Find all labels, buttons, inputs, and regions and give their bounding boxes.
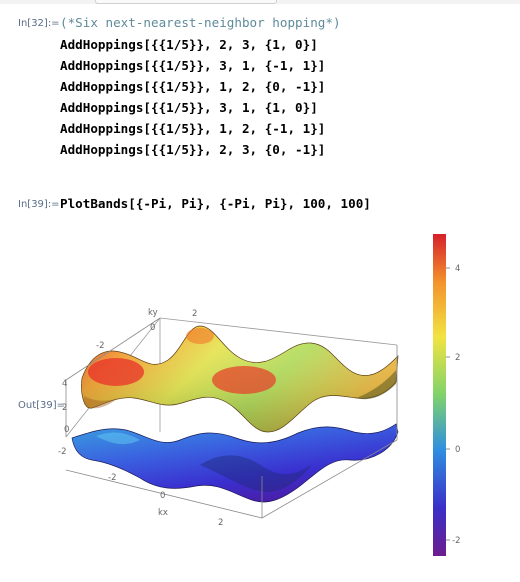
upper-band-underside: [356, 370, 396, 400]
colorbar-tick-0: 0: [455, 445, 460, 455]
kx-tick-neg2: -2: [108, 473, 116, 483]
ky-tick-0: 0: [150, 323, 155, 333]
upper-band-underside-left: [84, 396, 118, 409]
lower-band-light-patch: [96, 432, 140, 445]
upper-band-peak-back: [186, 328, 214, 344]
code-line-2: AddHoppings[{{1/5}}, 3, 1, {-1, 1}]: [60, 58, 326, 73]
ky-axis-label: ky: [148, 308, 158, 318]
window-top-strip: [0, 0, 520, 4]
colorbar-ticks: [446, 267, 450, 541]
kx-tick-0: 0: [160, 491, 165, 501]
output-cell-39[interactable]: Out[39]=: [0, 225, 520, 582]
ky-tick-neg2: -2: [96, 341, 104, 351]
code-line-3: AddHoppings[{{1/5}}, 1, 2, {0, -1}]: [60, 79, 326, 94]
code-line-5: AddHoppings[{{1/5}}, 1, 2, {-1, 1}]: [60, 121, 326, 136]
z-tick-4: 4: [62, 379, 67, 389]
cell-label-in32: In[32]:=: [18, 18, 60, 29]
code-plotbands: PlotBands[{-Pi, Pi}, {-Pi, Pi}, 100, 100…: [60, 196, 371, 211]
ky-tick-2: 2: [192, 309, 197, 319]
colorbar-tick-2: 2: [455, 353, 460, 363]
input-cell-39[interactable]: In[39]:= PlotBands[{-Pi, Pi}, {-Pi, Pi},…: [0, 193, 520, 215]
lower-band-surface: [71, 423, 399, 503]
colorbar-tick-neg2: -2: [452, 536, 460, 546]
code-line-1: AddHoppings[{{1/5}}, 2, 3, {1, 0}]: [60, 37, 318, 52]
colorbar-tick-4: 4: [455, 264, 460, 274]
code-line-4: AddHoppings[{{1/5}}, 3, 1, {1, 0}]: [60, 100, 318, 115]
ky-axis: ky -2 0 2: [96, 308, 197, 351]
plot-box-front: [65, 317, 398, 519]
upper-band-peak-left: [88, 358, 144, 386]
cell-label-out39: Out[39]=: [18, 400, 66, 411]
input-cell-32[interactable]: In[32]:= (*Six next-nearest-neighbor hop…: [0, 12, 520, 162]
z-axis: 4 2 0 -2: [58, 379, 69, 457]
colorbar: [433, 234, 446, 556]
kx-tick-2: 2: [218, 518, 223, 528]
band-plot-3d[interactable]: ky -2 0 2 4 2 0 -2 -2 0 kx 2 4 2: [0, 225, 520, 582]
kx-axis: -2 0 kx 2: [108, 473, 223, 528]
toolbar-fragment: [95, 0, 277, 4]
code-comment: (*Six next-nearest-neighbor hopping*): [60, 15, 341, 30]
upper-band-peak-center: [212, 366, 276, 394]
lower-band-dark-wave: [200, 455, 312, 492]
z-tick-2: 2: [62, 403, 67, 413]
z-tick-neg2: -2: [58, 447, 66, 457]
cell-label-in39: In[39]:=: [18, 199, 60, 210]
code-line-6: AddHoppings[{{1/5}}, 2, 3, {0, -1}]: [60, 142, 326, 157]
kx-axis-label: kx: [158, 508, 168, 518]
z-tick-0: 0: [64, 425, 69, 435]
